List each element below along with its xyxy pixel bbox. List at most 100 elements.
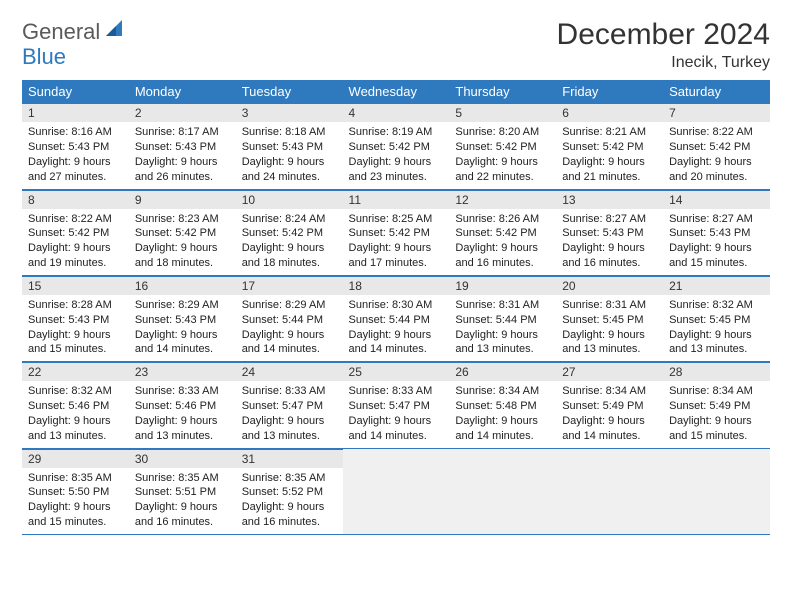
day-sr: Sunrise: 8:22 AM	[669, 125, 764, 140]
day-details: Sunrise: 8:31 AMSunset: 5:44 PMDaylight:…	[449, 295, 556, 361]
day-number: 22	[22, 362, 129, 381]
day-number: 1	[22, 103, 129, 122]
logo: General	[22, 18, 128, 45]
day-ss: Sunset: 5:43 PM	[28, 140, 123, 155]
day-d2: and 14 minutes.	[242, 342, 337, 357]
weekday-sun: Sunday	[22, 80, 129, 103]
day-cell: 12Sunrise: 8:26 AMSunset: 5:42 PMDayligh…	[449, 189, 556, 275]
day-d1: Daylight: 9 hours	[242, 414, 337, 429]
day-sr: Sunrise: 8:26 AM	[455, 212, 550, 227]
day-number: 31	[236, 449, 343, 468]
day-details: Sunrise: 8:27 AMSunset: 5:43 PMDaylight:…	[556, 209, 663, 275]
day-ss: Sunset: 5:50 PM	[28, 485, 123, 500]
day-number: 9	[129, 190, 236, 209]
day-cell: 4Sunrise: 8:19 AMSunset: 5:42 PMDaylight…	[343, 103, 450, 189]
day-cell: 5Sunrise: 8:20 AMSunset: 5:42 PMDaylight…	[449, 103, 556, 189]
day-ss: Sunset: 5:42 PM	[242, 226, 337, 241]
day-sr: Sunrise: 8:30 AM	[349, 298, 444, 313]
weekday-thu: Thursday	[449, 80, 556, 103]
day-sr: Sunrise: 8:35 AM	[242, 471, 337, 486]
day-ss: Sunset: 5:42 PM	[562, 140, 657, 155]
day-ss: Sunset: 5:43 PM	[135, 140, 230, 155]
weekday-mon: Monday	[129, 80, 236, 103]
day-details: Sunrise: 8:29 AMSunset: 5:44 PMDaylight:…	[236, 295, 343, 361]
day-sr: Sunrise: 8:19 AM	[349, 125, 444, 140]
day-d2: and 16 minutes.	[562, 256, 657, 271]
day-sr: Sunrise: 8:29 AM	[242, 298, 337, 313]
day-details: Sunrise: 8:28 AMSunset: 5:43 PMDaylight:…	[22, 295, 129, 361]
day-cell: 11Sunrise: 8:25 AMSunset: 5:42 PMDayligh…	[343, 189, 450, 275]
day-d2: and 15 minutes.	[669, 429, 764, 444]
day-d1: Daylight: 9 hours	[562, 414, 657, 429]
day-number: 13	[556, 190, 663, 209]
day-cell	[343, 448, 450, 534]
title-block: December 2024 Inecik, Turkey	[557, 18, 770, 72]
day-cell: 17Sunrise: 8:29 AMSunset: 5:44 PMDayligh…	[236, 275, 343, 361]
day-details: Sunrise: 8:29 AMSunset: 5:43 PMDaylight:…	[129, 295, 236, 361]
day-cell: 31 Sunrise: 8:35 AMSunset: 5:52 PMDayligh…	[236, 448, 343, 534]
day-ss: Sunset: 5:46 PM	[28, 399, 123, 414]
day-number: 3	[236, 103, 343, 122]
day-number: 12	[449, 190, 556, 209]
day-details: Sunrise: 8:34 AMSunset: 5:49 PMDaylight:…	[556, 381, 663, 447]
day-number: 24	[236, 362, 343, 381]
day-d1: Daylight: 9 hours	[28, 414, 123, 429]
day-ss: Sunset: 5:44 PM	[242, 313, 337, 328]
day-d2: and 22 minutes.	[455, 170, 550, 185]
day-cell: 10Sunrise: 8:24 AMSunset: 5:42 PMDayligh…	[236, 189, 343, 275]
day-sr: Sunrise: 8:33 AM	[135, 384, 230, 399]
day-d2: and 13 minutes.	[562, 342, 657, 357]
day-d1: Daylight: 9 hours	[562, 155, 657, 170]
day-cell	[449, 448, 556, 534]
week-row: 8Sunrise: 8:22 AMSunset: 5:42 PMDaylight…	[22, 189, 770, 275]
day-details: Sunrise: 8:31 AMSunset: 5:45 PMDaylight:…	[556, 295, 663, 361]
day-details: Sunrise: 8:33 AMSunset: 5:47 PMDaylight:…	[236, 381, 343, 447]
day-cell: 23Sunrise: 8:33 AMSunset: 5:46 PMDayligh…	[129, 362, 236, 448]
day-details: Sunrise: 8:18 AMSunset: 5:43 PMDaylight:…	[236, 122, 343, 188]
day-sr: Sunrise: 8:31 AM	[562, 298, 657, 313]
day-details: Sunrise: 8:21 AMSunset: 5:42 PMDaylight:…	[556, 122, 663, 188]
day-sr: Sunrise: 8:20 AM	[455, 125, 550, 140]
day-d2: and 13 minutes.	[135, 429, 230, 444]
logo-sail-icon	[104, 18, 126, 45]
day-ss: Sunset: 5:48 PM	[455, 399, 550, 414]
day-ss: Sunset: 5:52 PM	[242, 485, 337, 500]
day-d1: Daylight: 9 hours	[242, 500, 337, 515]
day-details: Sunrise: 8:27 AMSunset: 5:43 PMDaylight:…	[663, 209, 770, 275]
day-sr: Sunrise: 8:27 AM	[562, 212, 657, 227]
day-d1: Daylight: 9 hours	[135, 155, 230, 170]
day-sr: Sunrise: 8:17 AM	[135, 125, 230, 140]
day-details: Sunrise: 8:32 AMSunset: 5:46 PMDaylight:…	[22, 381, 129, 447]
day-ss: Sunset: 5:51 PM	[135, 485, 230, 500]
day-sr: Sunrise: 8:31 AM	[455, 298, 550, 313]
weekday-header-row: Sunday Monday Tuesday Wednesday Thursday…	[22, 80, 770, 103]
day-number: 17	[236, 276, 343, 295]
day-d1: Daylight: 9 hours	[242, 328, 337, 343]
day-cell: 3Sunrise: 8:18 AMSunset: 5:43 PMDaylight…	[236, 103, 343, 189]
day-cell: 7Sunrise: 8:22 AMSunset: 5:42 PMDaylight…	[663, 103, 770, 189]
day-ss: Sunset: 5:42 PM	[455, 140, 550, 155]
day-details: Sunrise: 8:33 AMSunset: 5:47 PMDaylight:…	[343, 381, 450, 447]
day-d2: and 18 minutes.	[135, 256, 230, 271]
day-ss: Sunset: 5:42 PM	[349, 226, 444, 241]
day-d1: Daylight: 9 hours	[135, 328, 230, 343]
day-d1: Daylight: 9 hours	[669, 414, 764, 429]
day-cell: 28Sunrise: 8:34 AMSunset: 5:49 PMDayligh…	[663, 362, 770, 448]
day-details: Sunrise: 8:25 AMSunset: 5:42 PMDaylight:…	[343, 209, 450, 275]
day-d1: Daylight: 9 hours	[28, 328, 123, 343]
location-label: Inecik, Turkey	[557, 54, 770, 72]
day-d2: and 14 minutes.	[562, 429, 657, 444]
day-d1: Daylight: 9 hours	[669, 241, 764, 256]
day-cell: 8Sunrise: 8:22 AMSunset: 5:42 PMDaylight…	[22, 189, 129, 275]
day-number: 28	[663, 362, 770, 381]
day-d2: and 14 minutes.	[349, 429, 444, 444]
day-sr: Sunrise: 8:33 AM	[349, 384, 444, 399]
day-ss: Sunset: 5:49 PM	[669, 399, 764, 414]
day-d2: and 15 minutes.	[28, 515, 123, 530]
day-cell: 20Sunrise: 8:31 AMSunset: 5:45 PMDayligh…	[556, 275, 663, 361]
day-ss: Sunset: 5:47 PM	[349, 399, 444, 414]
week-row: 22Sunrise: 8:32 AMSunset: 5:46 PMDayligh…	[22, 362, 770, 448]
day-d2: and 16 minutes.	[135, 515, 230, 530]
day-cell: 14Sunrise: 8:27 AMSunset: 5:43 PMDayligh…	[663, 189, 770, 275]
day-d1: Daylight: 9 hours	[669, 328, 764, 343]
